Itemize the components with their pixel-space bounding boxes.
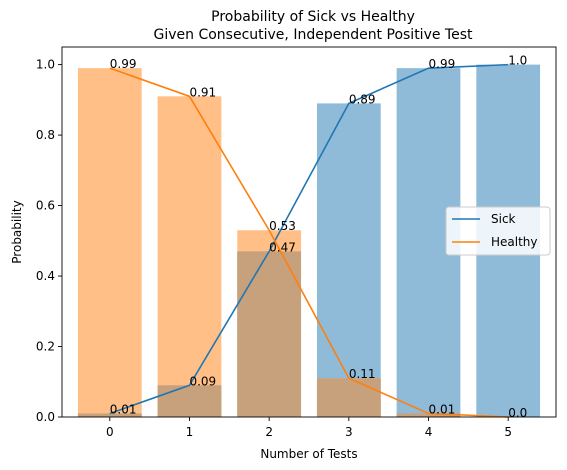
data-label-sick-1: 0.09 [189, 374, 216, 388]
y-tick-label-4: 0.8 [36, 128, 55, 142]
data-label-sick-4: 0.99 [429, 57, 456, 71]
x-tick-label-3: 3 [345, 425, 353, 439]
data-label-healthy-2: 0.53 [269, 219, 296, 233]
bar-overlap-4 [396, 413, 461, 417]
y-tick-label-0: 0.0 [36, 410, 55, 424]
y-axis: 0.0 0.2 0.4 0.6 0.8 1.0 [36, 58, 62, 424]
data-label-healthy-1: 0.91 [189, 85, 216, 99]
x-axis: 0 1 2 3 4 5 [106, 417, 512, 439]
data-label-layer: 0.01 0.09 0.47 0.89 0.99 1.0 0.99 0.91 0.53 0.11 0… [110, 54, 527, 420]
x-tick-label-1: 1 [186, 425, 194, 439]
y-axis-label: Probability [10, 200, 24, 263]
data-label-healthy-3: 0.11 [349, 367, 376, 381]
bar-healthy-1 [157, 96, 222, 417]
line-healthy [109, 67, 509, 418]
chart-title: Probability of Sick vs Healthy [211, 9, 415, 25]
data-label-sick-3: 0.89 [349, 92, 376, 106]
line-sick [109, 63, 509, 415]
legend: Sick Healthy [445, 206, 551, 256]
bar-overlap-0 [77, 413, 142, 417]
plot-frame [61, 46, 557, 418]
legend-label-healthy: Healthy [491, 235, 538, 249]
bar-overlap-1 [157, 385, 222, 417]
y-tick-label-1: 0.2 [36, 340, 55, 354]
bar-sick-3 [316, 103, 381, 417]
x-tick-label-0: 0 [106, 425, 114, 439]
y-tick-label-3: 0.6 [36, 199, 55, 213]
line-layer [109, 63, 509, 418]
y-tick-label-5: 1.0 [36, 58, 55, 72]
legend-label-sick: Sick [491, 212, 516, 226]
data-label-healthy-0: 0.99 [110, 57, 137, 71]
data-label-healthy-5: 0.0 [508, 406, 527, 420]
chart-subtitle: Given Consecutive, Independent Positive … [153, 27, 473, 43]
x-tick-label-4: 4 [425, 425, 433, 439]
data-label-healthy-4: 0.01 [429, 402, 456, 416]
bar-healthy-0 [77, 68, 142, 418]
data-label-sick-0: 0.01 [110, 402, 137, 416]
x-tick-label-5: 5 [504, 425, 512, 439]
data-label-sick-5: 1.0 [508, 54, 527, 68]
x-axis-label: Number of Tests [260, 447, 357, 461]
x-tick-label-2: 2 [265, 425, 273, 439]
bar-overlap-2 [237, 251, 302, 417]
y-tick-label-2: 0.4 [36, 269, 55, 283]
bar-overlap-3 [316, 378, 381, 417]
data-label-sick-2: 0.47 [269, 240, 296, 254]
bar-layer [77, 64, 541, 418]
